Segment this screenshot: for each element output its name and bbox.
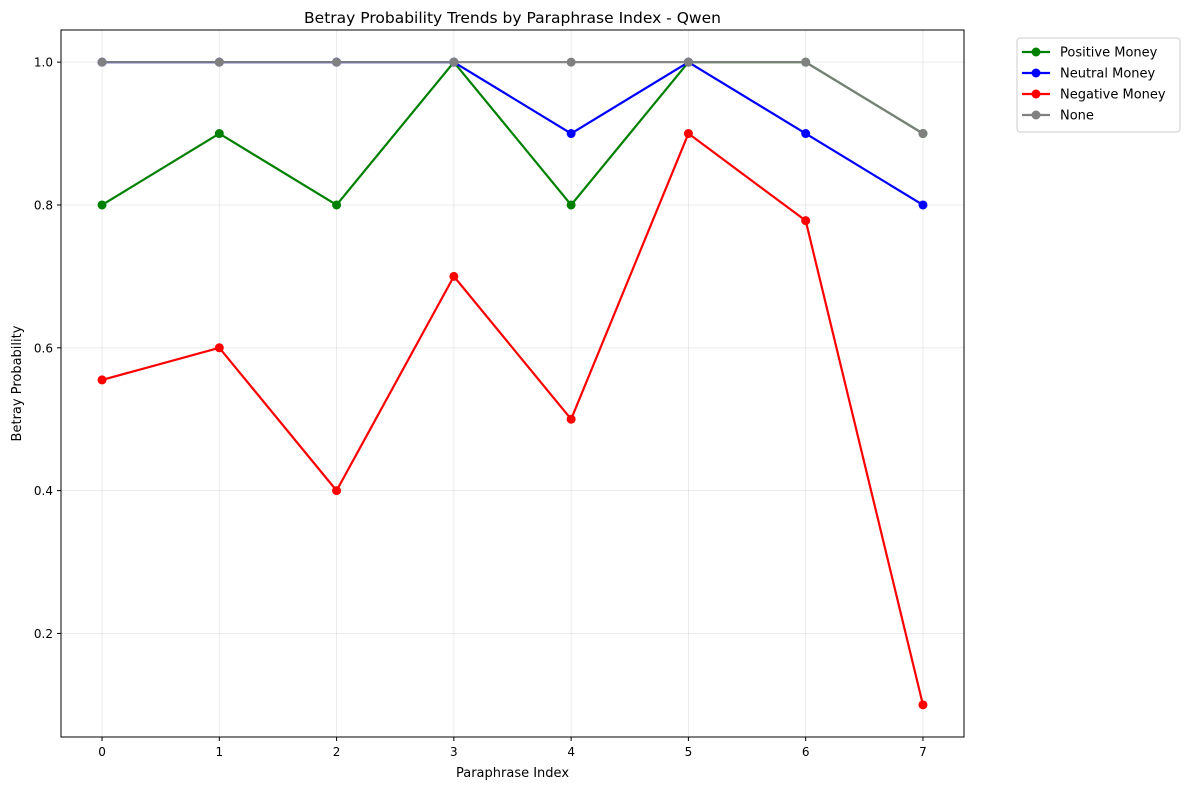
plot-frame bbox=[60, 29, 965, 738]
legend-label: None bbox=[1060, 109, 1094, 124]
data-point bbox=[449, 57, 459, 67]
series-negative-money bbox=[97, 129, 928, 710]
data-point bbox=[566, 414, 576, 424]
data-point bbox=[801, 129, 811, 139]
data-point bbox=[566, 57, 576, 67]
x-tick-label: 4 bbox=[567, 745, 575, 759]
series-none bbox=[97, 57, 928, 139]
legend: Positive Money Neutral Money Negative Mone… bbox=[1016, 37, 1181, 133]
x-axis-title: Paraphrase Index bbox=[456, 766, 569, 781]
y-axis-title: Betray Probability bbox=[10, 325, 25, 441]
legend-item: Negative Money bbox=[1022, 88, 1166, 103]
data-point bbox=[566, 129, 576, 139]
legend-item: Neutral Money bbox=[1022, 67, 1156, 82]
data-point bbox=[801, 216, 811, 226]
data-point bbox=[97, 200, 107, 210]
data-point bbox=[801, 57, 811, 67]
legend-swatch-marker bbox=[1031, 47, 1041, 57]
chart-title: Betray Probability Trends by Paraphrase … bbox=[304, 9, 721, 27]
data-point bbox=[449, 271, 459, 281]
x-tick-label: 3 bbox=[450, 745, 458, 759]
data-point bbox=[214, 129, 224, 139]
x-tick-label: 6 bbox=[802, 745, 810, 759]
data-point bbox=[683, 129, 693, 139]
data-point bbox=[918, 700, 928, 710]
data-point bbox=[918, 129, 928, 139]
legend-label: Positive Money bbox=[1060, 46, 1158, 61]
x-tick-label: 2 bbox=[333, 745, 341, 759]
y-tick-label: 0.8 bbox=[34, 198, 53, 212]
legend-swatch-marker bbox=[1031, 89, 1041, 99]
legend-item: None bbox=[1022, 109, 1094, 124]
series-line bbox=[102, 61, 924, 135]
data-point bbox=[97, 57, 107, 67]
data-point bbox=[566, 200, 576, 210]
data-point bbox=[332, 486, 342, 496]
y-tick-label: 0.2 bbox=[34, 627, 53, 641]
legend-box bbox=[1016, 37, 1181, 133]
legend-label: Neutral Money bbox=[1060, 67, 1156, 82]
x-tick-label: 0 bbox=[98, 745, 106, 759]
data-point bbox=[97, 375, 107, 385]
series-layer bbox=[97, 57, 928, 710]
data-point bbox=[214, 343, 224, 353]
data-point bbox=[918, 200, 928, 210]
legend-swatch-marker bbox=[1031, 110, 1041, 120]
ticks: 0 1 2 3 4 5 6 7 0.2 0.4 0.6 0.8 1.0 bbox=[34, 56, 927, 759]
x-tick-label: 5 bbox=[685, 745, 693, 759]
series-line bbox=[101, 132, 925, 706]
data-point bbox=[332, 57, 342, 67]
y-tick-label: 0.4 bbox=[34, 484, 53, 498]
data-point bbox=[332, 200, 342, 210]
data-point bbox=[683, 57, 693, 67]
legend-label: Negative Money bbox=[1060, 88, 1166, 103]
y-tick-label: 0.6 bbox=[34, 341, 53, 355]
x-tick-label: 7 bbox=[919, 745, 927, 759]
data-point bbox=[214, 57, 224, 67]
y-tick-label: 1.0 bbox=[34, 56, 53, 70]
legend-swatch-marker bbox=[1031, 68, 1041, 78]
x-tick-label: 1 bbox=[215, 745, 223, 759]
legend-item: Positive Money bbox=[1022, 46, 1158, 61]
